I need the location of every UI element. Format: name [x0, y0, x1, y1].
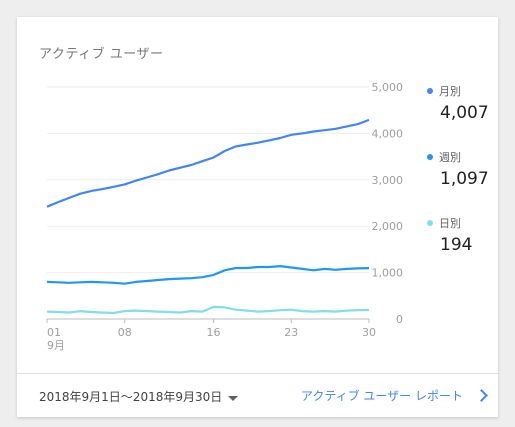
legend-weekly-label: 週別 [439, 151, 461, 164]
series-line-daily [46, 305, 370, 315]
x-tick-label-0: 01 [47, 326, 61, 339]
legend-daily-dot [427, 220, 433, 226]
legend-daily[interactable]: 日別 194 [427, 215, 472, 255]
x-tick-label-3: 23 [284, 326, 298, 339]
legend-weekly-value: 1,097 [440, 169, 489, 189]
x-tick-label-2: 16 [207, 326, 221, 339]
caret-down-icon [228, 396, 239, 401]
legend-weekly-dot [427, 154, 433, 160]
legend-monthly[interactable]: 月別 4,007 [427, 83, 489, 123]
date-range-dropdown[interactable]: 2018年9月1日～2018年9月30日 [39, 388, 239, 405]
series-line-weekly [46, 265, 370, 285]
active-users-report-link[interactable]: アクティブ ユーザー レポート [300, 387, 488, 404]
legend-monthly-dot [427, 88, 433, 94]
x-tick-label-4: 30 [362, 326, 376, 339]
series-line-monthly [46, 118, 370, 208]
y-tick-label-0: 0 [396, 313, 403, 326]
y-tick-label-4: 4,000 [372, 127, 404, 140]
card-title: アクティブ ユーザー [39, 47, 164, 62]
active-users-card: アクティブ ユーザー 0 1,000 2,000 3,000 4,000 5,000 01… [17, 17, 498, 417]
y-tick-label-5: 5,000 [372, 81, 404, 94]
date-range-label: 2018年9月1日～2018年9月30日 [39, 390, 223, 404]
legend-daily-value: 194 [440, 235, 473, 255]
y-tick-label-3: 3,000 [372, 174, 404, 187]
legend-daily-label: 日別 [439, 217, 461, 230]
card-footer: 2018年9月1日～2018年9月30日 アクティブ ユーザー レポート [17, 373, 498, 418]
y-tick-label-2: 2,000 [372, 220, 404, 233]
report-link-label: アクティブ ユーザー レポート [300, 389, 463, 403]
y-tick-label-1: 1,000 [372, 267, 404, 280]
chevron-right-icon [475, 389, 488, 402]
x-tick-label-1: 08 [118, 326, 132, 339]
legend-monthly-label: 月別 [439, 85, 461, 98]
x-tick-sublabel-0: 9月 [47, 339, 65, 352]
grid-lines [47, 86, 369, 320]
y-tick-labels: 0 1,000 2,000 3,000 4,000 5,000 [372, 81, 404, 326]
legend-weekly[interactable]: 週別 1,097 [427, 149, 489, 189]
series-lines [46, 118, 370, 315]
legend-monthly-value: 4,007 [440, 103, 489, 123]
